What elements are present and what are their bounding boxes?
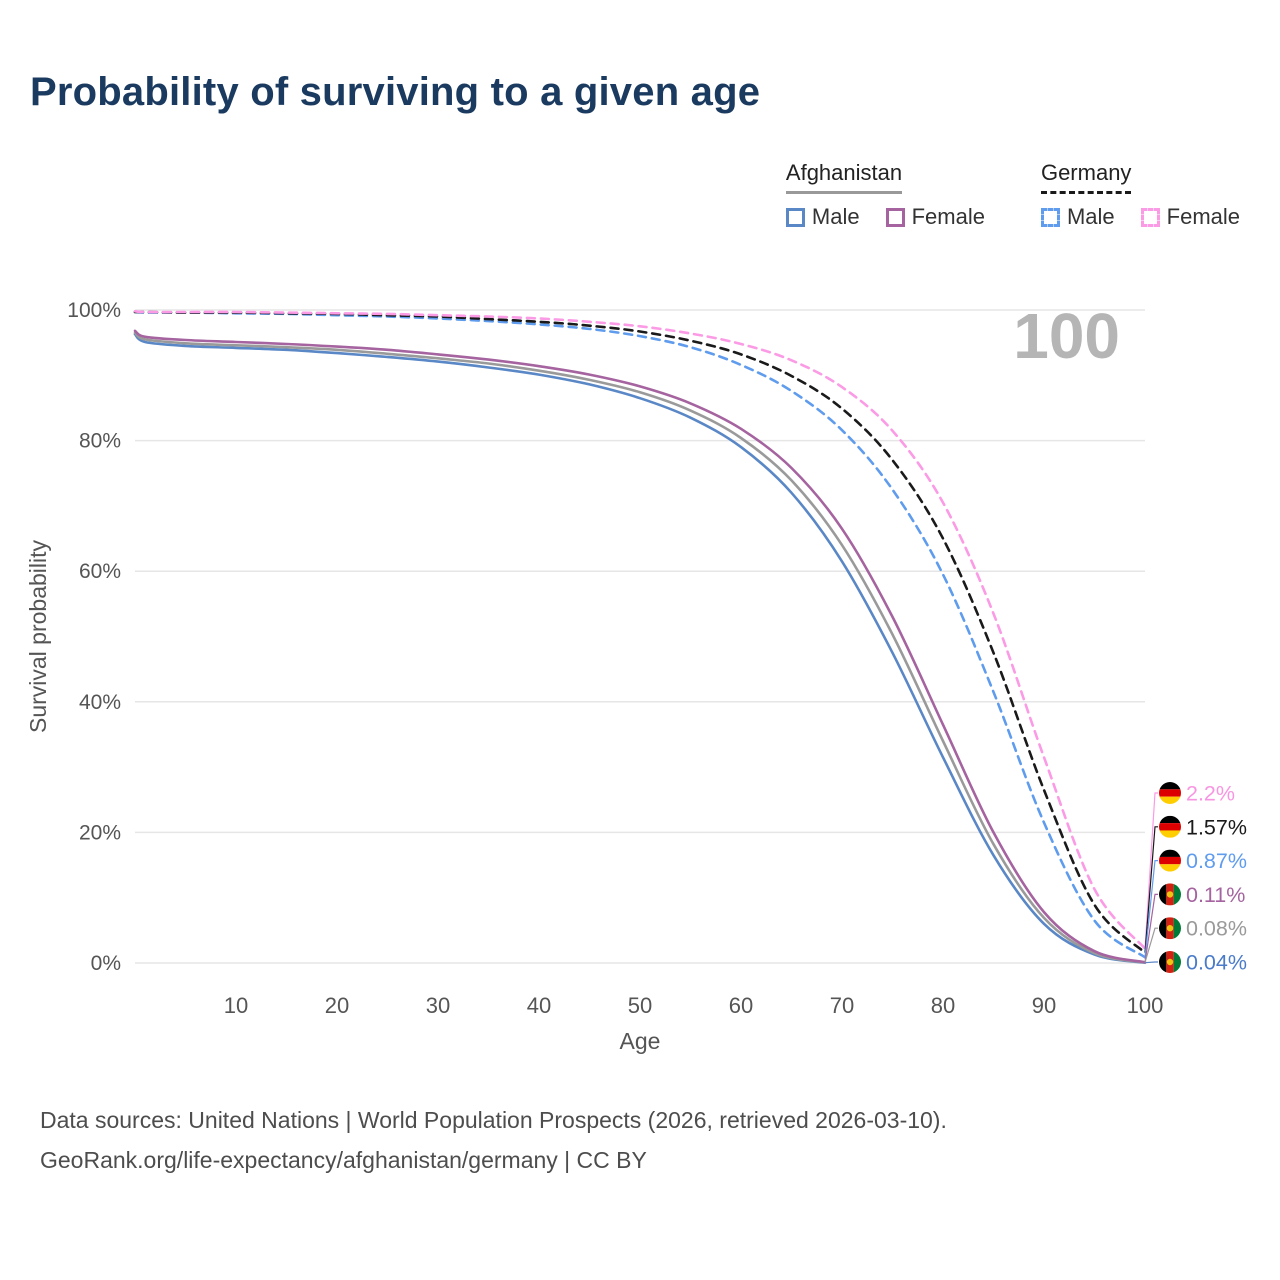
series-line-germany-female (133, 310, 1147, 950)
legend-items-germany: Male Female (1040, 204, 1240, 230)
legend-item-afghanistan-female[interactable]: Female (885, 204, 985, 230)
legend-items-afghanistan: Male Female (785, 204, 985, 230)
end-label-leader-line (1144, 893, 1158, 963)
end-value-label-afghanistan-both-sexes: 0.08% (1186, 917, 1247, 941)
x-tick-label: 20 (325, 993, 349, 1018)
attribution-text: GeoRank.org/life-expectancy/afghanistan/… (40, 1147, 647, 1174)
series-line-afghanistan-male (133, 332, 1147, 964)
end-label-leader-line (1144, 792, 1158, 949)
end-label-leader-line (1144, 826, 1158, 953)
legend-group-afghanistan-title: Afghanistan (785, 160, 903, 194)
series-line-afghanistan-both-sexes (133, 331, 1147, 964)
x-tick-label: 60 (729, 993, 753, 1018)
x-tick-label: 10 (224, 993, 248, 1018)
afghanistan-female-swatch-icon (885, 207, 905, 227)
y-tick-label: 40% (79, 691, 121, 714)
afghanistan-flag-icon (1159, 917, 1181, 940)
y-tick-label: 100% (67, 299, 121, 322)
end-label-leader-line (1144, 927, 1158, 963)
y-tick-label: 80% (79, 430, 121, 453)
x-tick-label: 90 (1032, 993, 1056, 1018)
end-label-leader-line (1144, 961, 1158, 964)
x-tick-label: 50 (628, 993, 652, 1018)
legend-group-germany-title: Germany (1040, 160, 1132, 194)
legend-item-afghanistan-male[interactable]: Male (785, 204, 860, 230)
afghanistan-male-swatch-icon (785, 207, 805, 227)
y-tick-label: 60% (79, 560, 121, 583)
page-title: Probability of surviving to a given age (30, 70, 761, 114)
germany-flag-icon (1159, 782, 1181, 804)
legend-group-germany: Germany Male Female (1040, 160, 1240, 230)
x-tick-label: 70 (830, 993, 854, 1018)
series-line-germany-male (133, 310, 1147, 959)
x-axis-title: Age (620, 1028, 661, 1054)
y-tick-label: 0% (91, 952, 121, 975)
end-value-label-germany-male: 0.87% (1186, 849, 1247, 873)
germany-female-swatch-icon (1140, 207, 1160, 227)
end-value-label-afghanistan-female: 0.11% (1186, 883, 1245, 907)
legend-group-afghanistan: Afghanistan Male Female (785, 160, 985, 230)
germany-flag-icon (1159, 849, 1181, 872)
legend-item-label: Male (811, 204, 860, 229)
end-value-label-afghanistan-male: 0.04% (1186, 951, 1247, 975)
x-tick-label: 30 (426, 993, 450, 1018)
y-tick-label: 20% (79, 821, 121, 844)
legend-item-label: Female (1166, 204, 1240, 229)
series-line-afghanistan-female (133, 329, 1147, 964)
footer: Data sources: United Nations | World Pop… (40, 1100, 947, 1181)
legend: Afghanistan Male Female Germany Male (785, 160, 1240, 230)
afghanistan-flag-icon (1159, 883, 1181, 906)
germany-male-swatch-icon (1040, 207, 1060, 227)
y-axis-title: Survival probability (25, 539, 51, 733)
watermark-age-label: 100 (1013, 300, 1120, 372)
germany-flag-icon (1159, 815, 1181, 838)
afghanistan-flag-icon (1159, 951, 1181, 973)
legend-item-label: Male (1066, 204, 1115, 229)
legend-item-germany-male[interactable]: Male (1040, 204, 1115, 230)
end-value-label-germany-female: 2.2% (1186, 782, 1235, 806)
x-tick-label: 40 (527, 993, 551, 1018)
legend-item-germany-female[interactable]: Female (1140, 204, 1240, 230)
legend-item-label: Female (911, 204, 985, 229)
x-tick-label: 100 (1127, 993, 1164, 1018)
data-sources-text: Data sources: United Nations | World Pop… (40, 1107, 947, 1133)
end-label-leader-line (1144, 860, 1158, 958)
x-tick-label: 80 (931, 993, 955, 1018)
end-value-label-germany-both-sexes: 1.57% (1186, 815, 1247, 839)
